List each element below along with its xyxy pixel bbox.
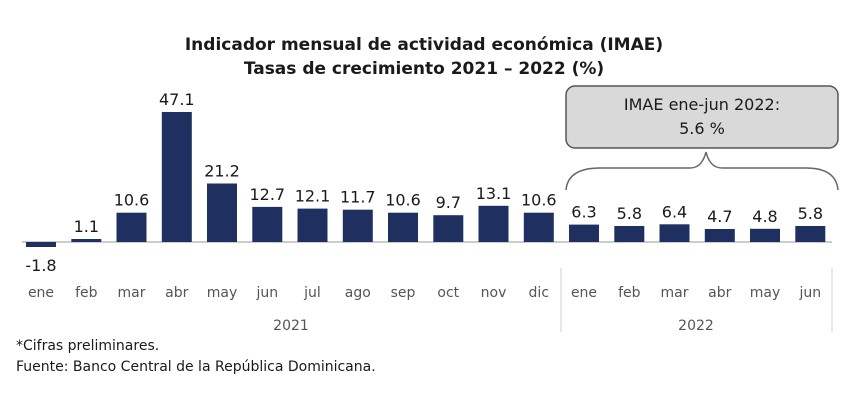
x-tick-label-5: jun <box>255 285 278 301</box>
data-label-9: 9.7 <box>436 193 461 212</box>
bar-6 <box>297 208 328 242</box>
data-label-3: 47.1 <box>159 90 195 109</box>
x-tick-label-0: ene <box>28 285 54 301</box>
x-tick-label-9: oct <box>437 285 459 301</box>
callout-box <box>565 85 839 149</box>
x-tick-label-1: feb <box>75 285 98 301</box>
callout-line1: IMAE ene-jun 2022: <box>624 95 780 114</box>
x-tick-label-13: feb <box>618 285 641 301</box>
data-label-8: 10.6 <box>385 191 421 210</box>
data-label-7: 11.7 <box>340 188 376 207</box>
bar-4 <box>207 183 237 242</box>
x-tick-label-7: ago <box>345 285 371 301</box>
data-label-14: 6.4 <box>662 202 687 221</box>
bar-12 <box>569 224 599 242</box>
x-tick-label-14: mar <box>661 285 689 301</box>
data-label-4: 21.2 <box>204 162 240 181</box>
bar-3 <box>161 112 192 242</box>
x-tick-label-17: jun <box>798 285 821 301</box>
bar-8 <box>388 212 418 242</box>
bar-16 <box>750 228 780 242</box>
bar-series: -1.8 ene 1.1 feb 10.6 mar 47.1 abr 21.2 may 12.7 ju… <box>25 90 826 301</box>
callout-brace <box>565 151 839 191</box>
bar-7 <box>342 209 373 242</box>
x-tick-label-16: may <box>750 285 781 301</box>
bar-0 <box>26 242 56 247</box>
bar-5 <box>252 206 283 242</box>
year-label-2021: 2021 <box>273 318 309 334</box>
x-tick-label-12: ene <box>571 285 597 301</box>
data-label-5: 12.7 <box>249 185 285 204</box>
x-tick-label-15: abr <box>708 285 731 301</box>
footnote: *Cifras preliminares. <box>16 338 160 354</box>
source-note: Fuente: Banco Central de la República Do… <box>16 359 376 375</box>
data-label-1: 1.1 <box>74 217 99 236</box>
bar-9 <box>433 215 464 242</box>
bar-17 <box>795 226 826 242</box>
x-tick-label-2: mar <box>118 285 146 301</box>
x-tick-label-8: sep <box>391 285 416 301</box>
data-label-16: 4.8 <box>752 207 777 226</box>
data-label-2: 10.6 <box>114 191 150 210</box>
x-tick-label-11: dic <box>529 285 549 301</box>
data-label-15: 4.7 <box>707 207 732 226</box>
x-tick-label-4: may <box>207 285 238 301</box>
data-label-6: 12.1 <box>295 187 331 206</box>
bar-15 <box>704 229 735 242</box>
data-label-10: 13.1 <box>476 184 512 203</box>
bar-13 <box>614 226 645 242</box>
data-label-13: 5.8 <box>617 204 642 223</box>
bar-10 <box>478 205 509 242</box>
data-label-11: 10.6 <box>521 191 557 210</box>
x-tick-label-3: abr <box>165 285 188 301</box>
bar-1 <box>71 239 102 242</box>
bar-2 <box>116 212 147 242</box>
x-tick-label-10: nov <box>481 285 507 301</box>
data-label-12: 6.3 <box>571 203 596 222</box>
data-label-17: 5.8 <box>798 204 823 223</box>
chart-subtitle: Tasas de crecimiento 2021 – 2022 (%) <box>244 59 604 79</box>
bar-11 <box>523 212 554 242</box>
callout-line2: 5.6 % <box>679 119 725 138</box>
bar-14 <box>659 224 690 242</box>
x-tick-label-6: jul <box>303 285 321 301</box>
chart-title: Indicador mensual de actividad económica… <box>185 35 663 55</box>
year-label-2022: 2022 <box>678 318 714 334</box>
data-label-0: -1.8 <box>25 256 56 275</box>
